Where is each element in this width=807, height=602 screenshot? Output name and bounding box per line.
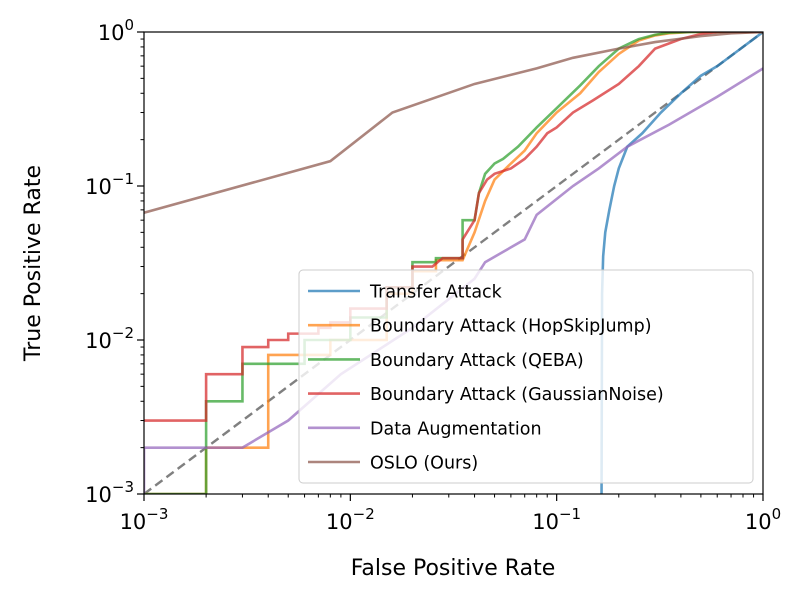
legend-label-boundary-attack-hopskipjump: Boundary Attack (HopSkipJump) (370, 317, 652, 337)
series-line-oslo-ours (144, 32, 763, 215)
legend-label-boundary-attack-gaussiannoise: Boundary Attack (GaussianNoise) (370, 385, 664, 405)
x-axis-label: False Positive Rate (351, 556, 555, 581)
y-tick-label: 100 (98, 16, 134, 45)
series-line-boundary-attack-gaussiannoise (144, 32, 763, 422)
x-tick-label: 10−2 (326, 505, 375, 534)
series-line-data-augmentation (144, 67, 763, 494)
series-line-transfer-attack (600, 32, 763, 494)
x-tick-label: 100 (745, 505, 781, 534)
legend-label-transfer-attack: Transfer Attack (369, 283, 503, 303)
legend-label-boundary-attack-qeba: Boundary Attack (QEBA) (370, 351, 584, 371)
legend-label-oslo-ours: OSLO (Ours) (370, 454, 478, 474)
legend-box (298, 269, 754, 484)
x-tick-label: 10−3 (120, 505, 169, 534)
legend: Transfer Attack Boundary Attack (HopSkipJ… (298, 269, 754, 484)
series-layer (144, 32, 763, 494)
y-tick-label: 10−2 (85, 324, 134, 353)
axis-ticks: 10−3 10−2 10−1 100 10−3 10−2 10−1 100 (85, 16, 781, 534)
y-tick-label: 10−1 (85, 170, 134, 199)
plot-frame (143, 31, 764, 495)
legend-label-data-augmentation: Data Augmentation (370, 419, 542, 439)
chance-diagonal-line (144, 32, 763, 494)
y-axis-label: True Positive Rate (21, 165, 46, 362)
y-tick-label: 10−3 (85, 478, 134, 507)
x-tick-label: 10−1 (532, 505, 581, 534)
